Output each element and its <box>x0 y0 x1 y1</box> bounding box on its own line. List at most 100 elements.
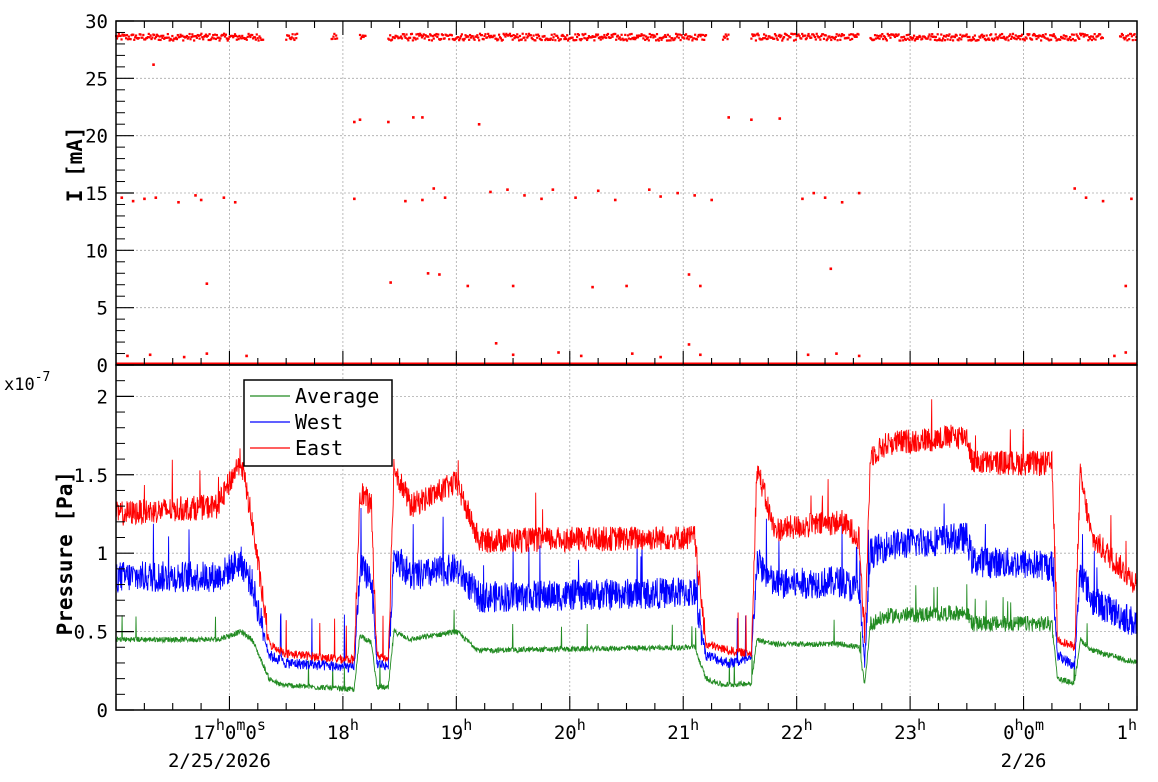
current-data-point <box>794 38 797 41</box>
current-data-point <box>194 194 197 197</box>
current-data-point <box>840 35 843 38</box>
current-data-point <box>331 37 334 40</box>
pressure-y-tick-label: 0.5 <box>74 622 108 644</box>
current-data-point <box>396 35 399 38</box>
current-data-point <box>235 38 238 41</box>
current-data-point <box>664 34 667 37</box>
current-data-point <box>139 33 142 36</box>
current-data-point <box>245 38 248 41</box>
current-data-point <box>646 36 650 39</box>
current-data-point <box>756 32 759 35</box>
current-data-point <box>977 38 980 42</box>
time-tick-label-part: 1 <box>1117 722 1128 744</box>
current-data-point <box>435 32 438 36</box>
current-data-point <box>893 34 896 37</box>
current-data-point <box>645 35 648 38</box>
current-data-point <box>423 37 426 40</box>
current-data-point <box>527 32 531 35</box>
current-data-point <box>634 38 637 41</box>
current-data-point <box>202 38 205 41</box>
current-data-point <box>880 35 883 38</box>
current-data-point <box>764 34 768 37</box>
current-data-point <box>420 36 424 39</box>
current-data-point <box>1017 36 1020 40</box>
current-data-point <box>645 37 649 40</box>
current-data-point <box>540 38 543 42</box>
current-data-point <box>463 37 466 40</box>
current-data-point <box>873 34 877 37</box>
current-data-point <box>824 34 827 37</box>
current-data-point <box>944 35 947 38</box>
current-data-point <box>523 36 526 39</box>
current-data-point <box>814 38 817 41</box>
current-data-point <box>335 34 338 37</box>
time-tick-label-part: 23 <box>894 722 917 744</box>
current-data-point <box>124 37 128 40</box>
pressure-series-east-line <box>115 399 1138 664</box>
current-data-point <box>566 34 569 37</box>
current-data-point <box>491 36 494 39</box>
current-data-point <box>223 35 227 38</box>
current-data-point <box>156 34 159 37</box>
current-data-point <box>393 36 396 40</box>
current-y-tick-label: 15 <box>85 183 108 205</box>
current-data-point <box>930 35 933 38</box>
current-data-point <box>419 32 422 35</box>
current-data-point <box>910 36 913 40</box>
current-data-point <box>625 284 628 288</box>
current-data-point <box>154 37 157 40</box>
current-data-point <box>210 37 213 41</box>
current-data-point <box>939 39 942 42</box>
current-data-point <box>942 34 946 38</box>
current-data-point <box>206 34 209 37</box>
date-label: 2/26 <box>1001 750 1047 772</box>
current-data-point <box>598 36 601 39</box>
current-data-point <box>432 187 436 190</box>
current-data-point <box>768 35 771 38</box>
current-data-point <box>780 34 783 37</box>
current-data-point <box>762 37 765 40</box>
current-data-point <box>566 39 570 42</box>
current-data-point <box>1015 38 1018 41</box>
current-data-point <box>437 33 440 36</box>
current-data-point <box>246 35 249 38</box>
current-data-point <box>431 34 434 38</box>
current-data-point <box>186 37 189 40</box>
current-data-point <box>850 33 853 36</box>
current-data-point <box>520 38 523 41</box>
current-data-point <box>675 35 679 38</box>
current-data-point <box>1074 39 1077 42</box>
current-data-point <box>410 32 414 35</box>
current-data-point <box>693 194 696 197</box>
current-data-point <box>835 352 838 355</box>
current-data-point <box>823 196 827 199</box>
current-data-point <box>673 38 676 41</box>
current-data-point <box>576 35 579 39</box>
current-data-point <box>629 38 632 41</box>
current-data-point <box>671 37 674 40</box>
current-data-point <box>851 37 854 41</box>
current-data-point <box>515 36 518 39</box>
current-data-point <box>1120 32 1123 36</box>
current-data-point <box>984 39 987 42</box>
current-data-point <box>1059 38 1062 41</box>
time-tick-label-part: h <box>917 716 926 734</box>
current-data-point <box>941 39 944 42</box>
current-data-point <box>529 34 532 37</box>
current-data-point <box>489 190 492 194</box>
current-data-point <box>606 32 610 36</box>
current-data-point <box>902 35 906 38</box>
current-data-point <box>852 34 856 37</box>
current-data-point <box>840 200 844 204</box>
current-data-point <box>848 33 851 36</box>
current-data-point <box>599 38 602 41</box>
current-data-point <box>687 38 690 41</box>
current-data-point <box>911 38 914 41</box>
current-data-point <box>836 39 839 42</box>
current-data-point <box>203 34 207 38</box>
current-data-point <box>640 33 643 36</box>
current-data-point <box>934 35 937 39</box>
current-data-point <box>1036 34 1039 38</box>
current-data-point <box>957 39 960 42</box>
